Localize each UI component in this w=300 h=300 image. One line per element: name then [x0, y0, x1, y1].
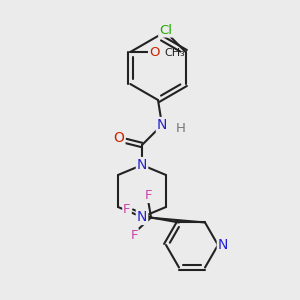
Text: N: N: [137, 210, 147, 224]
Text: CH₃: CH₃: [164, 48, 185, 58]
Text: O: O: [149, 46, 160, 59]
Text: F: F: [130, 229, 138, 242]
Text: N: N: [157, 118, 167, 132]
Text: F: F: [123, 203, 131, 216]
Text: F: F: [144, 189, 152, 202]
Text: O: O: [114, 131, 124, 145]
Text: N: N: [137, 158, 147, 172]
Text: H: H: [176, 122, 186, 134]
Text: Cl: Cl: [159, 23, 172, 37]
Text: N: N: [218, 238, 228, 252]
